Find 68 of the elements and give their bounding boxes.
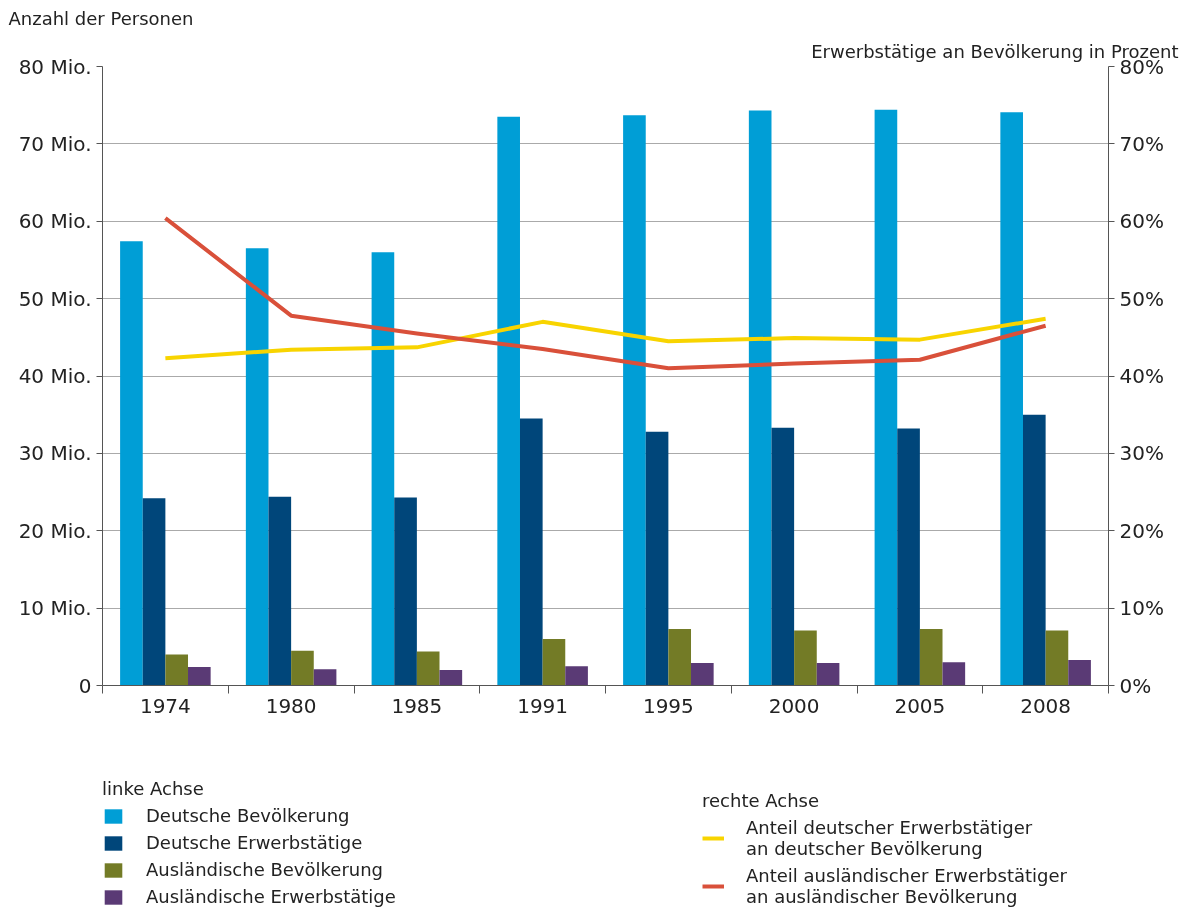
bar — [313, 669, 337, 686]
bar — [897, 428, 920, 686]
line-series — [163, 216, 1048, 371]
y2-tick-label: 30% — [1119, 441, 1164, 466]
bar — [771, 427, 795, 686]
bar — [416, 651, 440, 686]
bar — [919, 629, 943, 686]
y-tick-label: 50 Mio. — [18, 286, 92, 311]
y-tick-label: 20 Mio. — [18, 518, 92, 543]
x-tick-label: 1985 — [391, 693, 443, 718]
x-tick-label: 1991 — [517, 693, 569, 718]
y2-tick-label: 50% — [1119, 286, 1164, 311]
x-tick-label: 1995 — [642, 693, 694, 718]
y-axis-title: Anzahl der Personen — [8, 7, 194, 29]
legend-label: Anteil ausländischer Erwerbstätiger an ausländischer Bevölkerung — [746, 865, 1067, 907]
x-tick-label: 2005 — [894, 693, 946, 718]
bar — [1045, 630, 1069, 686]
x-tick-label: 2000 — [768, 693, 820, 718]
legend-label: Deutsche Erwerbstätige — [146, 832, 363, 853]
line-series — [163, 316, 1048, 361]
bar — [691, 663, 714, 686]
text: rechte Achse — [702, 790, 820, 811]
bar — [268, 496, 292, 686]
legend-label: Ausländische Erwerbstätige — [146, 886, 396, 907]
x-tick-label: 1974 — [139, 693, 191, 718]
y-tick-label: 40 Mio. — [18, 364, 92, 388]
x-tick-label: 1980 — [265, 693, 317, 718]
bar — [1000, 112, 1023, 686]
y2-tick-label: 60% — [1119, 209, 1164, 234]
legend-label: Deutsche Bevölkerung — [146, 805, 350, 826]
bar — [668, 629, 692, 686]
bar — [439, 670, 463, 686]
bar — [623, 115, 646, 686]
bar — [371, 252, 395, 686]
legend-label: Anteil deutscher Erwerbstätiger an deutscher Bevölkerung — [746, 817, 1033, 859]
x-tick-label: 2008 — [1020, 693, 1072, 718]
y-tick-label: 30 Mio. — [18, 441, 92, 466]
bar — [1068, 659, 1091, 686]
y2-tick-label: 20% — [1119, 518, 1164, 543]
y-tick-label: 80 Mio. — [18, 54, 92, 79]
y2-tick-label: 40% — [1119, 364, 1164, 388]
bar — [816, 663, 840, 686]
bar — [497, 116, 520, 686]
bar — [519, 418, 543, 686]
y-tick-label: 60 Mio. — [18, 209, 92, 234]
bar — [120, 241, 143, 686]
legend-label: Ausländische Bevölkerung — [146, 859, 384, 880]
bar — [188, 666, 211, 686]
bar — [165, 654, 189, 686]
bar — [1022, 414, 1046, 686]
y2-tick-label: 0% — [1119, 673, 1152, 698]
bar — [565, 666, 588, 686]
bar — [794, 630, 817, 686]
y-tick-label: 10 Mio. — [18, 596, 92, 621]
bar — [394, 497, 417, 686]
bar — [942, 662, 966, 686]
bar — [542, 639, 566, 686]
text: linke Achse — [102, 778, 205, 799]
y2-tick-label: 10% — [1119, 596, 1164, 621]
bar — [245, 248, 269, 686]
bar — [142, 498, 166, 686]
y-tick-label: 70 Mio. — [18, 131, 92, 156]
bar — [291, 650, 314, 686]
y-tick-label: 0 — [78, 673, 92, 698]
y2-tick-label: 70% — [1119, 131, 1164, 156]
bar — [645, 431, 669, 686]
bar — [874, 109, 898, 686]
bar — [748, 110, 772, 686]
